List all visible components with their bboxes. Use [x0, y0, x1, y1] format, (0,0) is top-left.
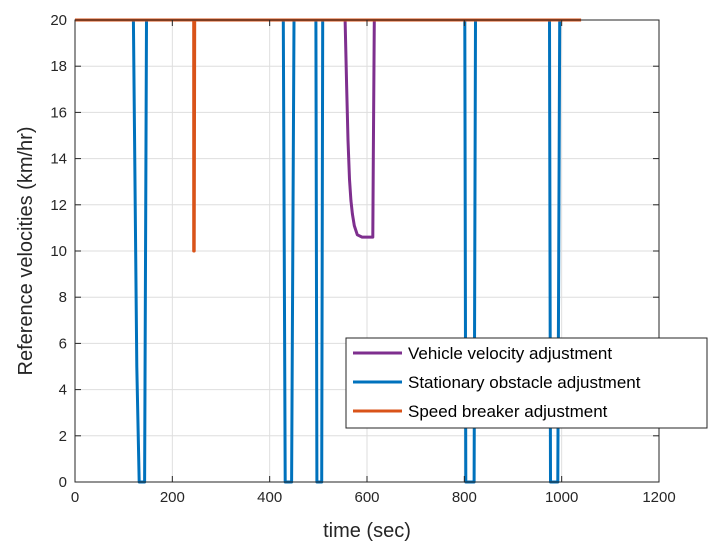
legend: Vehicle velocity adjustment Stationary o… [345, 337, 708, 429]
x-axis-title: time (sec) [323, 520, 411, 542]
x-tick-label: 600 [354, 489, 379, 506]
y-tick-label: 2 [59, 428, 67, 445]
series-line-vehicle-velocity-adjustment [343, 19, 376, 239]
y-tick-label: 14 [50, 151, 67, 168]
y-tick-label: 12 [50, 197, 67, 214]
x-tick-label: 0 [71, 489, 79, 506]
legend-label-vehicle: Vehicle velocity adjustment [408, 344, 612, 363]
x-tick-label: 400 [257, 489, 282, 506]
x-tick-label: 1200 [642, 489, 675, 506]
y-tick-label: 18 [50, 58, 67, 75]
tick-labels: 0 200 400 600 800 1000 1200 0 2 4 6 8 10 12 14 16 18 20 [50, 12, 675, 506]
x-tick-label: 1000 [545, 489, 578, 506]
y-tick-label: 16 [50, 104, 67, 121]
y-tick-label: 6 [59, 335, 67, 352]
y-tick-label: 20 [50, 12, 67, 29]
y-tick-label: 4 [59, 382, 67, 399]
y-axis-title: Reference velocities (km/hr) [15, 127, 37, 376]
legend-label-stationary: Stationary obstacle adjustment [408, 373, 641, 392]
x-tick-label: 800 [452, 489, 477, 506]
y-tick-label: 8 [59, 289, 67, 306]
legend-label-speed-breaker: Speed breaker adjustment [408, 402, 608, 421]
x-tick-label: 200 [160, 489, 185, 506]
y-tick-label: 0 [59, 474, 67, 491]
y-tick-label: 10 [50, 243, 67, 260]
legend-box [345, 337, 708, 429]
